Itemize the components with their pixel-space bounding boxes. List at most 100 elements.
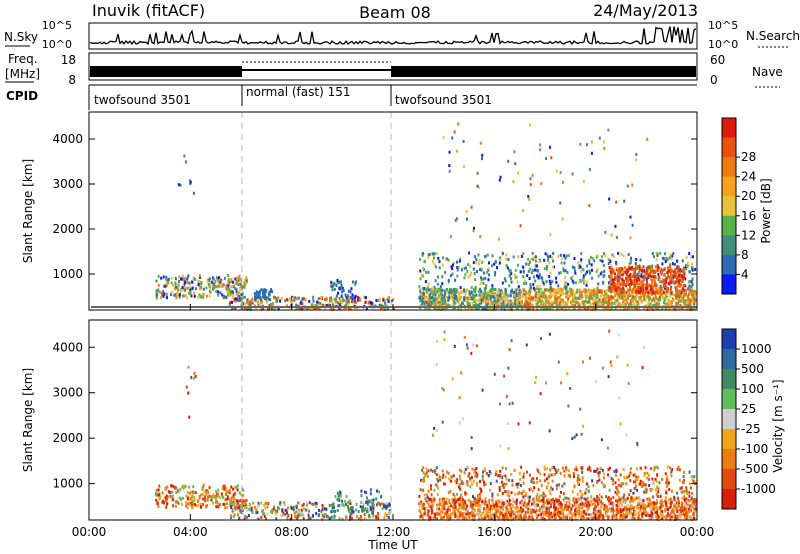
echo-cell (496, 294, 499, 298)
echo-cell (447, 505, 450, 509)
echo-cell (632, 291, 635, 295)
echo-cell (591, 256, 594, 260)
echo-cell (652, 288, 655, 292)
echo-cell (646, 285, 649, 289)
echo-cell (248, 303, 251, 307)
ground-scatter-cell (220, 306, 223, 308)
echo-cell (381, 502, 384, 506)
echo-cell (507, 299, 510, 303)
echo-cell (630, 302, 633, 306)
echo-cell (603, 507, 606, 511)
echo-cell (467, 297, 470, 301)
ground-scatter-cell (661, 306, 664, 308)
ground-scatter-cell (469, 306, 472, 308)
echo-cell (482, 292, 485, 296)
echo-cell (278, 507, 281, 511)
echo-cell (586, 264, 589, 268)
echo-cell (360, 494, 363, 498)
echo-cell (592, 307, 595, 311)
echo-cell (330, 300, 333, 304)
echo-cell (472, 297, 475, 301)
echo-cell (442, 136, 445, 140)
echo-cell (182, 278, 185, 282)
echo-cell (525, 300, 528, 304)
echo-cell (321, 505, 324, 509)
echo-cell (646, 266, 649, 270)
echo-cell (483, 502, 486, 506)
echo-cell (186, 280, 189, 284)
echo-cell (621, 500, 624, 504)
ground-scatter-cell (442, 306, 445, 308)
echo-cell (271, 302, 274, 306)
echo-cell (183, 277, 186, 281)
ground-scatter-cell (163, 306, 166, 308)
echo-cell (543, 301, 546, 305)
ground-scatter-cell (91, 306, 94, 308)
echo-cell (549, 281, 552, 285)
echo-cell (249, 303, 252, 307)
ground-scatter-cell (355, 306, 358, 308)
echo-cell (246, 301, 249, 305)
echo-cell (479, 141, 482, 145)
echo-cell (655, 269, 658, 273)
echo-cell (559, 271, 562, 275)
echo-cell (345, 295, 348, 299)
echo-cell (590, 290, 593, 294)
echo-cell (486, 512, 489, 516)
echo-cell (342, 299, 345, 303)
echo-cell (679, 275, 682, 279)
echo-cell (232, 291, 235, 295)
echo-cell (241, 291, 244, 295)
echo-cell (516, 506, 519, 510)
echo-cell (450, 290, 453, 294)
echo-cell (618, 282, 621, 286)
echo-cell (243, 295, 246, 299)
echo-cell (445, 288, 448, 292)
ground-scatter-cell (112, 306, 115, 308)
echo-cell (333, 505, 336, 509)
ground-scatter-cell (577, 306, 580, 308)
echo-cell (270, 302, 273, 306)
echo-cell (624, 295, 627, 299)
echo-cell (683, 288, 686, 292)
echo-cell (186, 506, 189, 510)
echo-cell (492, 506, 495, 510)
echo-cell (257, 517, 260, 521)
echo-cell (544, 294, 547, 298)
echo-cell (559, 201, 562, 205)
echo-cell (211, 287, 214, 291)
echo-cell (441, 275, 444, 279)
echo-cell (483, 287, 486, 291)
echo-cell (633, 273, 636, 277)
echo-cell (666, 258, 669, 262)
echo-cell (622, 280, 625, 284)
echo-cell (233, 501, 236, 505)
ground-scatter-cell (619, 306, 622, 308)
echo-cell (684, 288, 687, 292)
echo-cell (207, 282, 210, 286)
echo-cell (279, 514, 282, 518)
echo-cell (690, 285, 693, 289)
ground-scatter-cell (307, 306, 310, 308)
echo-cell (348, 306, 351, 310)
echo-cell (500, 307, 503, 311)
echo-cell (619, 516, 622, 520)
echo-cell (618, 274, 621, 278)
echo-cell (623, 501, 626, 505)
echo-cell (424, 307, 427, 311)
echo-cell (545, 264, 548, 268)
echo-cell (206, 489, 209, 493)
echo-cell (522, 269, 525, 273)
echo-cell (305, 508, 308, 512)
echo-cell (522, 294, 525, 298)
echo-cell (609, 267, 612, 271)
echo-cell (572, 289, 575, 293)
echo-cell (540, 516, 543, 520)
echo-cell (241, 284, 244, 288)
echo-cell (633, 509, 636, 513)
range-tick-label: 3000 (52, 177, 83, 191)
echo-cell (522, 507, 525, 511)
echo-cell (438, 288, 441, 292)
echo-cell (216, 500, 219, 504)
echo-cell (392, 307, 395, 311)
